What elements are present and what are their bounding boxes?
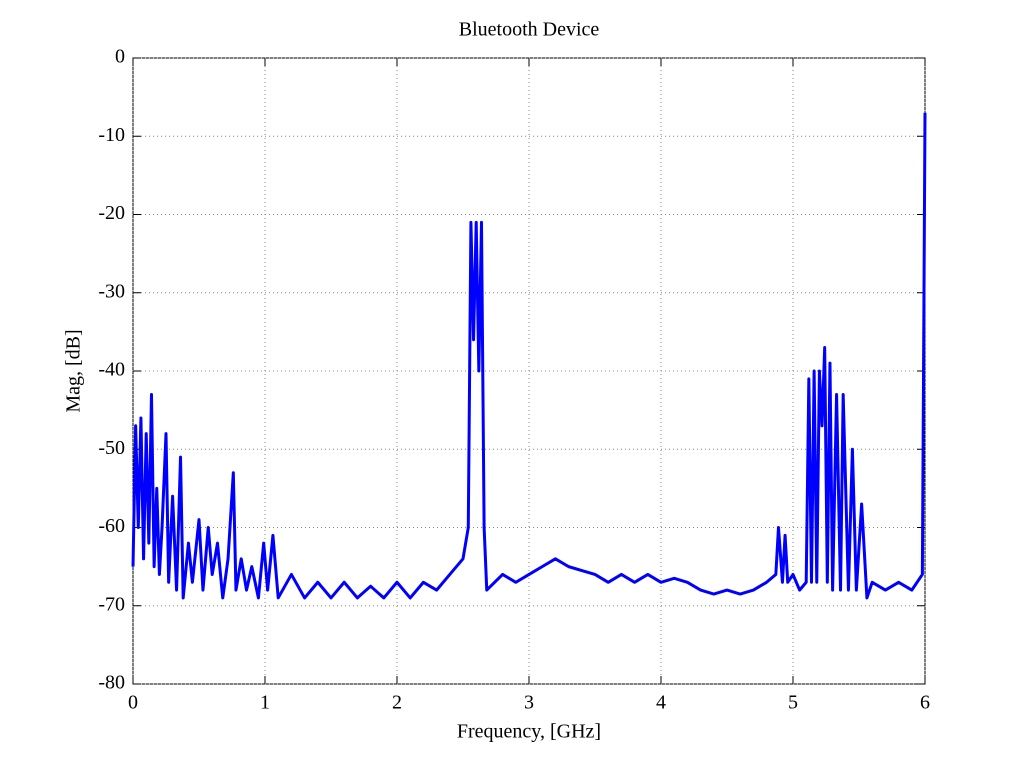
data-line [131,112,927,600]
y-tick-label: -10 [98,124,125,146]
y-tick-label: -30 [98,280,125,302]
x-tick-label: 4 [656,692,666,714]
y-tick-label: -20 [98,202,125,224]
y-tick-label: -60 [98,515,125,537]
y-tick-label: -50 [98,437,125,459]
chart-title: Bluetooth Device [459,19,600,41]
x-tick-label: 6 [920,692,930,714]
x-tick-label: 5 [788,692,798,714]
y-axis-label: Mag, [dB] [63,329,85,412]
x-tick-label: 3 [524,692,534,714]
y-tick-label: 0 [115,46,125,68]
y-tick-label: -80 [98,672,125,694]
x-axis-label: Frequency, [GHz] [457,721,601,743]
x-tick-label: 2 [392,692,402,714]
x-tick-label: 1 [260,692,270,714]
x-tick-label: 0 [128,692,138,714]
y-tick-label: -40 [98,359,125,381]
y-tick-label: -70 [98,593,125,615]
